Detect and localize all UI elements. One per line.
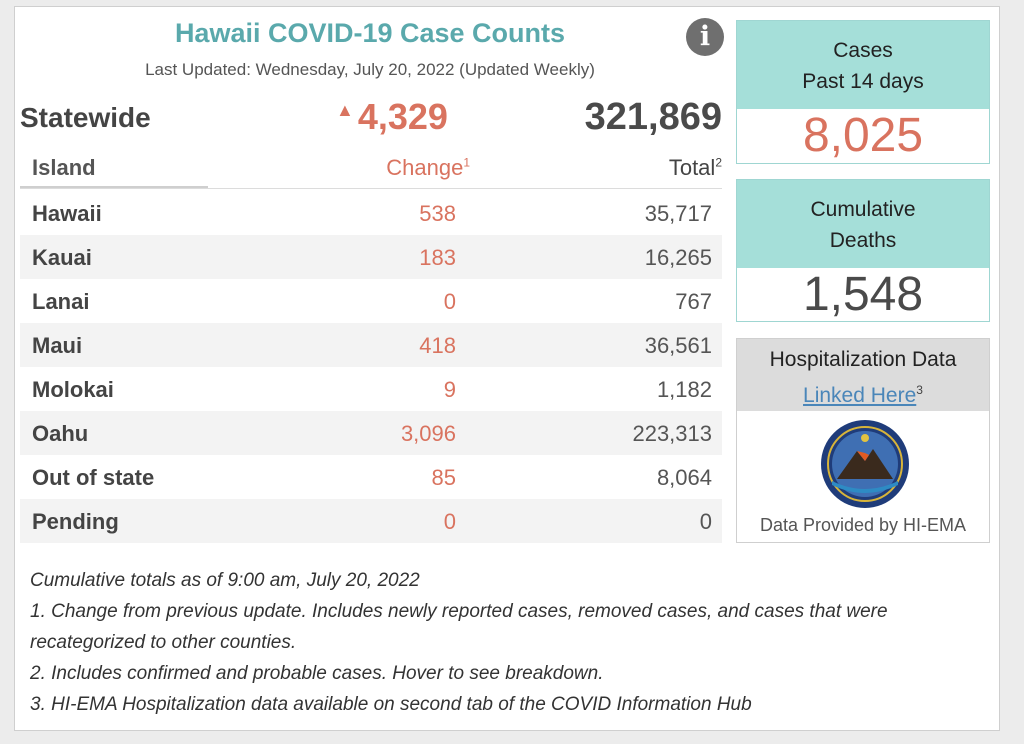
table-row[interactable]: Lanai 0 767 (20, 279, 722, 323)
island-change: 3,096 (400, 421, 456, 446)
table-row[interactable]: Pending 0 0 (20, 499, 722, 543)
island-change: 0 (443, 289, 456, 314)
statewide-total: 321,869 (584, 96, 722, 138)
table-row[interactable]: Molokai 9 1,182 (20, 367, 722, 411)
island-change: 183 (419, 245, 456, 270)
footnote-line: Cumulative totals as of 9:00 am, July 20… (30, 570, 420, 591)
page-title: Hawaii COVID-19 Case Counts (174, 18, 566, 48)
island-total: 0 (699, 509, 712, 534)
table-row[interactable]: Hawaii 538 35,717 (20, 191, 722, 235)
column-header-change[interactable]: Change1 (300, 155, 470, 181)
island-change: 9 (443, 377, 456, 402)
deaths-card-line2: Deaths (829, 229, 897, 252)
cumulative-deaths-card[interactable]: Cumulative Deaths 1,548 (736, 179, 990, 322)
column-header-total[interactable]: Total2 (560, 155, 722, 181)
hospitalization-link[interactable]: Linked Here (803, 384, 917, 407)
data-provided-by: Data Provided by HI-EMA (759, 515, 967, 535)
island-change: 418 (419, 333, 456, 358)
statewide-change: ▲ 4,329 (336, 96, 448, 138)
island-total: 8,064 (656, 465, 712, 490)
island-total: 35,717 (644, 201, 712, 226)
footnote-line: recategorized to other counties. (30, 632, 297, 653)
table-row[interactable]: Out of state 85 8,064 (20, 455, 722, 499)
footnotes: Cumulative totals as of 9:00 am, July 20… (30, 565, 980, 720)
island-name: Molokai (32, 377, 114, 402)
table-row[interactable]: Kauai 183 16,265 (20, 235, 722, 279)
up-arrow-icon: ▲ (336, 100, 354, 120)
footnote-marker: 2 (715, 155, 722, 170)
hi-ema-seal-logo (821, 420, 909, 508)
island-change: 538 (419, 201, 456, 226)
island-name: Lanai (32, 289, 90, 314)
header-underline (20, 186, 208, 188)
hospitalization-title: Hospitalization Data (769, 348, 957, 371)
statewide-change-value: 4,329 (357, 96, 448, 137)
island-total: 223,313 (632, 421, 712, 446)
header-divider (20, 188, 722, 189)
table-row[interactable]: Oahu 3,096 223,313 (20, 411, 722, 455)
footnote-marker: 3 (916, 383, 923, 397)
island-name: Pending (32, 509, 119, 534)
island-total: 767 (675, 289, 712, 314)
cases-card-header: Cases Past 14 days (737, 21, 989, 109)
hospitalization-card: Hospitalization Data Linked Here3 Data P… (736, 338, 990, 543)
island-change: 0 (443, 509, 456, 534)
footnote-marker: 1 (463, 155, 470, 170)
table-row[interactable]: Maui 418 36,561 (20, 323, 722, 367)
island-name: Maui (32, 333, 83, 358)
footnote-line: 3. HI-EMA Hospitalization data available… (30, 694, 752, 715)
island-total: 1,182 (656, 377, 712, 402)
info-icon[interactable]: i (686, 18, 724, 56)
column-header-island[interactable]: Island (32, 155, 96, 180)
island-total: 36,561 (644, 333, 712, 358)
island-name: Kauai (32, 245, 92, 270)
island-name: Out of state (32, 465, 155, 490)
cases-card-line1: Cases (833, 39, 893, 62)
island-total: 16,265 (644, 245, 712, 270)
island-name: Oahu (32, 421, 89, 446)
deaths-card-line1: Cumulative (810, 198, 916, 221)
island-name: Hawaii (32, 201, 102, 226)
column-header-total-label: Total (668, 155, 716, 180)
hospitalization-header: Hospitalization Data Linked Here3 (737, 339, 989, 411)
statewide-label: Statewide (20, 102, 151, 133)
island-change: 85 (431, 465, 456, 490)
last-updated: Last Updated: Wednesday, July 20, 2022 (… (145, 60, 595, 79)
deaths-card-header: Cumulative Deaths (737, 180, 989, 268)
cumulative-deaths-value: 1,548 (802, 268, 924, 321)
cases-card-line2: Past 14 days (802, 70, 924, 93)
footnote-line: 1. Change from previous update. Includes… (30, 601, 888, 622)
island-table: Hawaii 538 35,717 Kauai 183 16,265 Lanai… (20, 191, 722, 543)
column-header-change-label: Change (386, 155, 464, 180)
cases-14-days-card[interactable]: Cases Past 14 days 8,025 (736, 20, 990, 164)
footnote-line: 2. Includes confirmed and probable cases… (30, 663, 604, 684)
cases-14-days-value: 8,025 (802, 109, 924, 162)
